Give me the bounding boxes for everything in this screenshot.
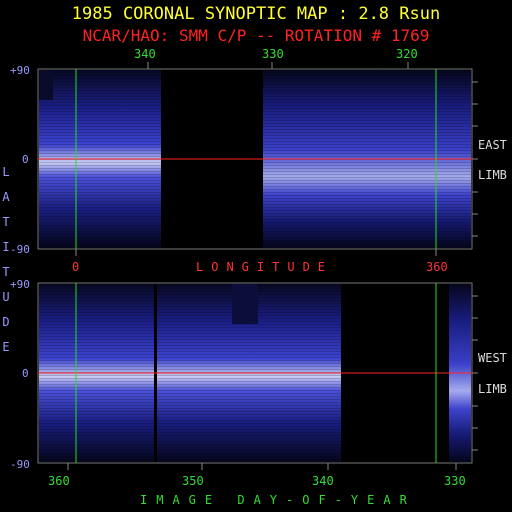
map-title: 1985 CORONAL SYNOPTIC MAP : 2.8 Rsun bbox=[71, 4, 441, 24]
longitude-tick-label: 0 bbox=[72, 260, 80, 274]
west-label: WEST bbox=[478, 351, 507, 365]
latitude-tick-label: +90 bbox=[10, 278, 30, 291]
limb-label: LIMB bbox=[478, 382, 507, 396]
day-tick-label: 330 bbox=[444, 474, 466, 488]
top-panel bbox=[37, 62, 478, 256]
latitude-tick-label: +90 bbox=[10, 64, 30, 77]
longitude-axis-label: LONGITUDE bbox=[196, 260, 334, 274]
latitude-tick-label: -90 bbox=[10, 243, 30, 256]
latitude-tick-label: 0 bbox=[22, 367, 29, 380]
top-tick-label: 340 bbox=[134, 47, 156, 61]
latitude-tick-label: -90 bbox=[10, 458, 30, 471]
day-of-year-axis-label: IMAGE DAY-OF-YEAR bbox=[140, 493, 416, 507]
day-tick-label: 340 bbox=[312, 474, 334, 488]
top-tick-label: 330 bbox=[262, 47, 284, 61]
limb-label: LIMB bbox=[478, 168, 507, 182]
map-subtitle: NCAR/HAO: SMM C/P -- ROTATION # 1769 bbox=[82, 26, 430, 45]
longitude-tick-label: 360 bbox=[426, 260, 448, 274]
latitude-tick-label: 0 bbox=[22, 153, 29, 166]
day-tick-label: 360 bbox=[48, 474, 70, 488]
day-tick-label: 350 bbox=[182, 474, 204, 488]
east-label: EAST bbox=[478, 138, 507, 152]
bottom-panel bbox=[37, 282, 478, 470]
top-tick-label: 320 bbox=[396, 47, 418, 61]
